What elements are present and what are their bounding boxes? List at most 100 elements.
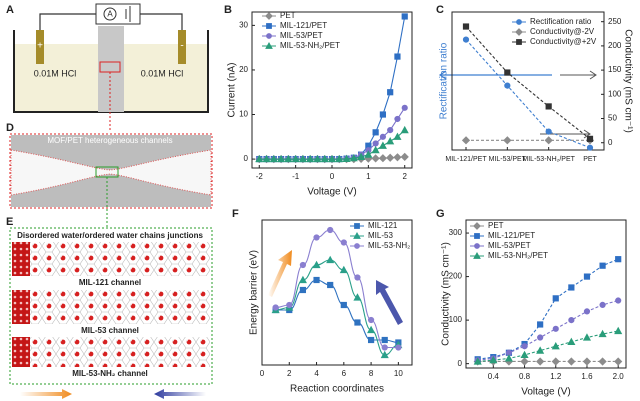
- x-tick-label: 0.8: [519, 372, 531, 381]
- legend-marker: [353, 231, 361, 239]
- marker: [381, 344, 388, 351]
- marker: [393, 132, 402, 140]
- channel-label: MIL-53-NH₂ channel: [72, 369, 148, 378]
- marker: [386, 153, 395, 162]
- marker: [521, 343, 528, 350]
- marker: [372, 129, 379, 136]
- legend-label: Conductivity@+2V: [530, 37, 597, 46]
- marker: [387, 89, 394, 96]
- y-tick-label: 20: [239, 65, 248, 74]
- marker: [379, 111, 387, 118]
- axes-frame: [451, 11, 605, 151]
- marker: [586, 144, 594, 151]
- panel-label: E: [6, 216, 13, 228]
- x-tick-label: 2: [287, 369, 292, 378]
- marker: [378, 154, 388, 163]
- legend-label: PET: [488, 221, 504, 230]
- annotation-arrows: [268, 250, 403, 325]
- series-line: [275, 259, 399, 356]
- x-tick-label: 0.4: [488, 372, 500, 381]
- marker: [349, 153, 358, 162]
- legend-marker: [474, 233, 480, 239]
- legend-marker: [516, 19, 522, 25]
- legend-marker: [265, 12, 273, 20]
- x-tick-label: -1: [292, 172, 300, 181]
- x-tick-label: 6: [342, 369, 347, 378]
- legend-label: MIL-53/PET: [488, 241, 531, 250]
- marker: [461, 136, 471, 145]
- arrow: [438, 70, 552, 80]
- channel-schematic: MOF/PET heterogeneous channels: [9, 133, 213, 228]
- x-tick-label: 10: [394, 369, 403, 378]
- marker: [598, 329, 607, 338]
- marker: [586, 135, 594, 142]
- arrow: [268, 250, 292, 297]
- panel-label: A: [6, 4, 14, 16]
- legend-label: MIL-121/PET: [488, 231, 535, 240]
- channel-md: [28, 337, 210, 367]
- panel-title: Disordered water/ordered water chains ju…: [17, 231, 203, 240]
- marker: [298, 154, 307, 163]
- marker: [552, 325, 559, 332]
- x-tick-label: MIL-53/PET: [489, 156, 527, 163]
- y-tick-label: 0: [458, 359, 463, 368]
- legend-marker: [515, 28, 523, 36]
- marker: [520, 357, 529, 366]
- marker: [340, 239, 347, 246]
- panel-label: C: [436, 4, 444, 16]
- y-tick-label: 10: [239, 110, 248, 119]
- marker: [536, 357, 545, 366]
- legend-label: Rectification ratio: [530, 17, 592, 26]
- legend-label: MIL-53/PET: [280, 31, 323, 40]
- series-line: [275, 279, 399, 344]
- y-tick-label: 300: [449, 228, 463, 237]
- marker: [400, 125, 409, 134]
- marker: [284, 154, 293, 163]
- marker: [299, 261, 307, 269]
- y2-tick-label: 100: [608, 89, 622, 98]
- marker: [395, 344, 402, 351]
- marker: [386, 137, 395, 145]
- marker: [503, 136, 512, 145]
- axes-frame: [261, 219, 413, 366]
- arrow: [560, 70, 597, 80]
- panel-label: G: [436, 208, 445, 220]
- y-tick-label: 0: [244, 154, 249, 163]
- marker: [599, 301, 606, 308]
- solution-label: 0.01M HCl: [141, 68, 184, 78]
- axes-frame: [465, 219, 627, 369]
- junction-schematic: Disordered water/ordered water chains ju…: [9, 227, 213, 399]
- anode-sign: +: [37, 41, 43, 52]
- marker: [582, 357, 592, 366]
- panel-label: B: [224, 4, 232, 16]
- y-tick-label: 100: [449, 315, 463, 324]
- marker: [400, 152, 409, 161]
- marker: [326, 255, 335, 264]
- channel-label: MIL-121 channel: [79, 278, 141, 287]
- x-axis-label: Voltage (V): [307, 187, 356, 198]
- marker: [312, 260, 321, 269]
- legend-label: PET: [280, 11, 296, 20]
- marker: [614, 357, 623, 366]
- marker: [568, 284, 575, 291]
- y2-axis-label: Conductivity (mS cm⁻¹): [622, 29, 633, 133]
- marker: [371, 154, 380, 163]
- bulk-water: [12, 290, 30, 324]
- y-axis-label: Conductivity (mS cm⁻¹): [441, 242, 452, 346]
- channel: [11, 150, 211, 195]
- marker: [504, 69, 511, 76]
- legend-label: MIL-53-NH₂: [368, 241, 410, 250]
- marker: [583, 308, 591, 315]
- y-axis-label: Current (nA): [227, 62, 238, 117]
- marker: [367, 316, 375, 324]
- x-tick-label: MIL-53-NH₂/PET: [522, 156, 575, 163]
- marker: [537, 334, 544, 341]
- marker: [615, 256, 622, 263]
- marker: [552, 295, 559, 302]
- marker: [269, 154, 278, 163]
- marker: [327, 154, 337, 163]
- channel-label: MIL-53 channel: [81, 326, 139, 335]
- marker: [354, 274, 361, 281]
- marker: [380, 350, 389, 359]
- legend-marker: [473, 251, 481, 259]
